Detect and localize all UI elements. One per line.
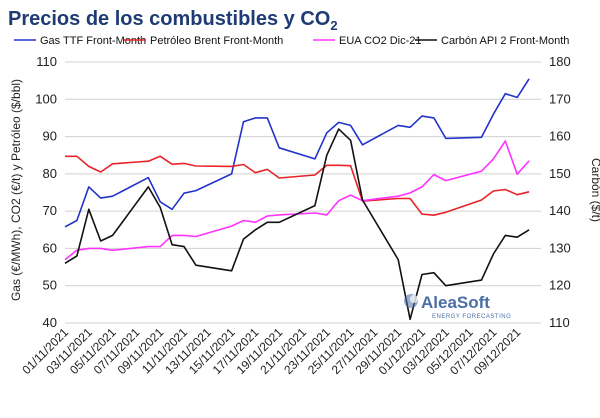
- chart-title-subscript: 2: [330, 18, 337, 33]
- y-tick-left-label: 60: [43, 240, 57, 255]
- y-axis-right-title: Carbón ($/t): [589, 158, 600, 222]
- chart-title: Precios de los combustibles y CO2: [8, 8, 338, 33]
- y-tick-right-label: 160: [549, 129, 571, 144]
- y-tick-left-label: 90: [43, 129, 57, 144]
- grid: [65, 61, 541, 324]
- y-tick-left-label: 40: [43, 315, 57, 330]
- y-axis-left-title: Gas (€/MWh), CO2 (€/t) y Petróleo ($/bbl…: [9, 79, 23, 301]
- y-tick-right-label: 140: [549, 203, 571, 218]
- legend-label: Gas TTF Front-Month: [40, 35, 146, 47]
- legend: Gas TTF Front-Month Petróleo Brent Front-…: [14, 35, 569, 47]
- y-tick-right-label: 180: [549, 54, 571, 69]
- legend-label: EUA CO2 Dic-21: [339, 35, 422, 47]
- y-tick-left-label: 110: [36, 54, 57, 69]
- brand-tagline: ENERGY FORECASTING: [432, 314, 511, 320]
- y-axis-right: 110 120 130 140 150 160 170 180: [549, 54, 571, 330]
- chart-title-text: Precios de los combustibles y CO: [8, 8, 330, 30]
- svg-text:Precios de los combustibles y: Precios de los combustibles y CO2: [8, 8, 338, 33]
- series-lines: [64, 78, 530, 321]
- y-axis-left: 40 50 60 70 80 90 100 110: [35, 54, 57, 330]
- logo-highlight-icon: [410, 295, 418, 303]
- series-line-4: [64, 128, 530, 321]
- y-tick-left-label: 100: [35, 91, 57, 106]
- x-axis: 01/11/202103/11/202105/11/202107/11/2021…: [19, 325, 523, 378]
- legend-label: Carbón API 2 Front-Month: [441, 35, 569, 47]
- y-tick-right-label: 120: [549, 278, 571, 293]
- y-tick-left-label: 70: [43, 203, 57, 218]
- y-tick-left-label: 80: [43, 166, 57, 181]
- brand-name: AleaSoft: [421, 293, 490, 312]
- series-line-3: [64, 140, 530, 261]
- y-tick-left-label: 50: [43, 278, 57, 293]
- series-line-2: [65, 155, 530, 216]
- series-line-1: [64, 78, 530, 228]
- aleasoft-logo: AleaSoft ENERGY FORECASTING: [404, 293, 511, 320]
- y-tick-right-label: 170: [549, 91, 571, 106]
- y-tick-right-label: 110: [549, 315, 570, 330]
- y-tick-right-label: 150: [549, 166, 571, 181]
- legend-label: Petróleo Brent Front-Month: [150, 35, 283, 47]
- y-tick-right-label: 130: [549, 240, 571, 255]
